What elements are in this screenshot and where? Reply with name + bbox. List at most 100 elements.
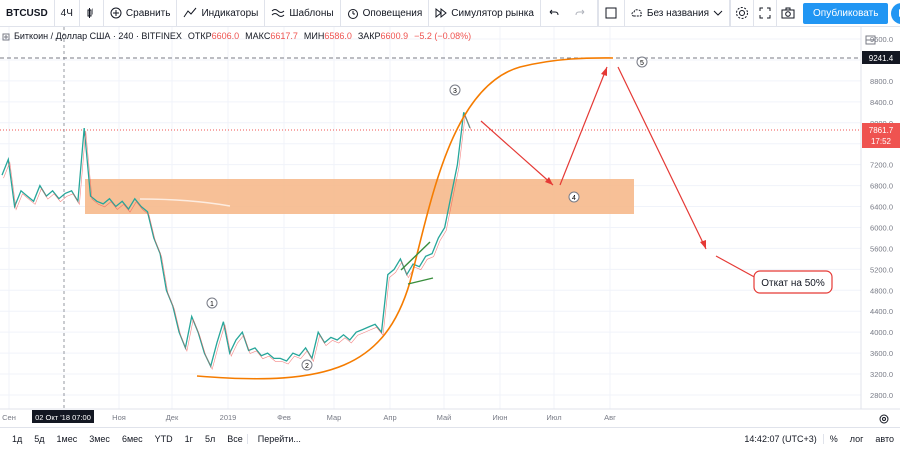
- wave-label-3[interactable]: 3: [449, 84, 461, 96]
- redo-icon: [575, 9, 585, 16]
- templates-button[interactable]: Шаблоны: [265, 0, 341, 27]
- replay-button[interactable]: Симулятор рынка: [429, 0, 541, 27]
- range-1m[interactable]: 1мес: [56, 433, 78, 444]
- time-tick-label: 2019: [220, 413, 237, 422]
- layout-select-button[interactable]: [597, 0, 624, 27]
- target-price-badge: [862, 51, 900, 64]
- gear-icon: [736, 7, 749, 19]
- layout-name-button[interactable]: Без названия: [623, 0, 731, 27]
- clock-timezone[interactable]: 14:42:07 (UTC+3): [744, 433, 817, 444]
- interval-label: 4Ч: [60, 7, 73, 19]
- crosshair-date-label: 02 Окт '18 07:00: [35, 413, 91, 422]
- alerts-label: Оповещения: [362, 7, 423, 19]
- legend-open-value: 6606.0: [211, 31, 240, 41]
- time-axis[interactable]: Сен Ноя Дек 2019 Фев Мар Апр Май Июн Июл Авг: [2, 413, 616, 422]
- price-chart[interactable]: Откат на 50% 1 2 3 4 5 2800.0 3200.0 3600.…: [0, 27, 900, 427]
- indicators-label: Индикаторы: [201, 7, 259, 19]
- price-tick-label: 3600.0: [870, 349, 893, 358]
- toolbar-right-group: Без названия Опубликовать: [597, 0, 900, 27]
- wave-label-4[interactable]: 4: [568, 191, 580, 203]
- wave-label-5[interactable]: 5: [636, 56, 648, 68]
- fullscreen-icon: [759, 7, 771, 19]
- price-tick-label: 3200.0: [870, 370, 893, 379]
- price-axis[interactable]: 2800.0 3200.0 3600.0 4000.0 4400.0 4800.0 5200…: [870, 35, 893, 400]
- target-price-label: 9241.4: [869, 54, 894, 63]
- range-5d[interactable]: 5д: [34, 433, 45, 444]
- time-tick-label: Авг: [604, 413, 616, 422]
- interval-button[interactable]: 4Ч: [55, 0, 80, 27]
- svg-text:2: 2: [305, 363, 309, 370]
- goto-date-button[interactable]: Перейти...: [246, 433, 305, 444]
- price-tick-label: 8400.0: [870, 98, 893, 107]
- price-tick-label: 7200.0: [870, 161, 893, 170]
- replay-label: Симулятор рынка: [451, 7, 534, 19]
- legend-open-label: ОТКР: [187, 31, 212, 41]
- orange-zone-rectangle[interactable]: [85, 179, 634, 214]
- indicators-button[interactable]: Индикаторы: [177, 0, 266, 27]
- price-tick-label: 5600.0: [870, 244, 893, 253]
- play-button[interactable]: [891, 2, 900, 24]
- auto-scale-toggle[interactable]: авто: [875, 433, 894, 444]
- time-tick-label: Сен: [2, 413, 16, 422]
- price-tick-label: 6000.0: [870, 223, 893, 232]
- compare-button[interactable]: Сравнить: [104, 0, 178, 27]
- legend-close-value: 6600.9: [380, 31, 409, 41]
- cloud-icon: [631, 9, 642, 17]
- range-all[interactable]: Все: [227, 433, 243, 444]
- percent-scale-toggle[interactable]: %: [822, 433, 844, 444]
- current-price-label: 7861.7: [869, 126, 894, 135]
- chart-grid: [0, 27, 861, 409]
- price-scale-label-icon[interactable]: [865, 35, 876, 45]
- publish-button[interactable]: Опубликовать: [803, 2, 889, 24]
- range-1d[interactable]: 1д: [12, 433, 23, 444]
- indicators-icon: [184, 7, 197, 18]
- log-scale-toggle[interactable]: лог: [849, 433, 864, 444]
- fullscreen-button[interactable]: [753, 0, 776, 27]
- range-5y[interactable]: 5л: [204, 433, 216, 444]
- camera-icon: [781, 7, 795, 19]
- alerts-button[interactable]: Оповещения: [341, 0, 430, 27]
- price-tick-label: 9600.0: [870, 35, 893, 44]
- chevron-down-icon: [713, 10, 723, 16]
- redo-button[interactable]: [569, 0, 598, 27]
- snapshot-button[interactable]: [776, 0, 799, 27]
- svg-text:3: 3: [453, 88, 457, 95]
- undo-icon: [549, 9, 559, 16]
- chart-style-button[interactable]: [80, 0, 104, 27]
- templates-label: Шаблоны: [289, 7, 334, 19]
- square-icon: [605, 7, 617, 19]
- symbol-search[interactable]: BTCUSD: [0, 0, 55, 27]
- range-6m[interactable]: 6мес: [121, 433, 143, 444]
- price-tick-label: 4000.0: [870, 328, 893, 337]
- bar-countdown-label: 17:52: [871, 137, 892, 146]
- wave-label-1[interactable]: 1: [206, 297, 218, 309]
- axis-settings-button[interactable]: [879, 414, 889, 424]
- range-ytd[interactable]: YTD: [154, 433, 173, 444]
- symbol-label: BTCUSD: [6, 7, 48, 19]
- orange-curve-drawing[interactable]: [196, 57, 614, 380]
- undo-button[interactable]: [541, 0, 569, 27]
- time-tick-label: Июл: [546, 413, 561, 422]
- price-tick-label: 6400.0: [870, 203, 893, 212]
- range-3m[interactable]: 3мес: [89, 433, 110, 444]
- price-tick-label: 6800.0: [870, 182, 893, 191]
- plus-circle-icon: [110, 7, 122, 19]
- publish-label: Опубликовать: [813, 7, 879, 19]
- price-series-shadow: [3, 115, 472, 371]
- callout-50-percent[interactable]: Откат на 50%: [715, 255, 833, 294]
- wave-label-2[interactable]: 2: [301, 359, 313, 371]
- layout-name-label: Без названия: [646, 7, 710, 19]
- time-tick-label: Ноя: [112, 413, 126, 422]
- green-channel-upper[interactable]: [400, 241, 431, 271]
- price-tick-label: 4800.0: [870, 286, 893, 295]
- chart-legend: Биткоин / Доллар США · 240 · BITFINEX ОТ…: [4, 29, 471, 43]
- time-tick-label: Июн: [492, 413, 507, 422]
- object-tree-icon[interactable]: [2, 33, 10, 41]
- svg-text:5: 5: [640, 60, 644, 67]
- range-1y[interactable]: 1г: [184, 433, 193, 444]
- settings-button[interactable]: [730, 0, 753, 27]
- red-arrow-path[interactable]: [480, 66, 707, 250]
- green-channel-lower[interactable]: [407, 277, 434, 285]
- legend-close-label: ЗАКР: [357, 31, 381, 41]
